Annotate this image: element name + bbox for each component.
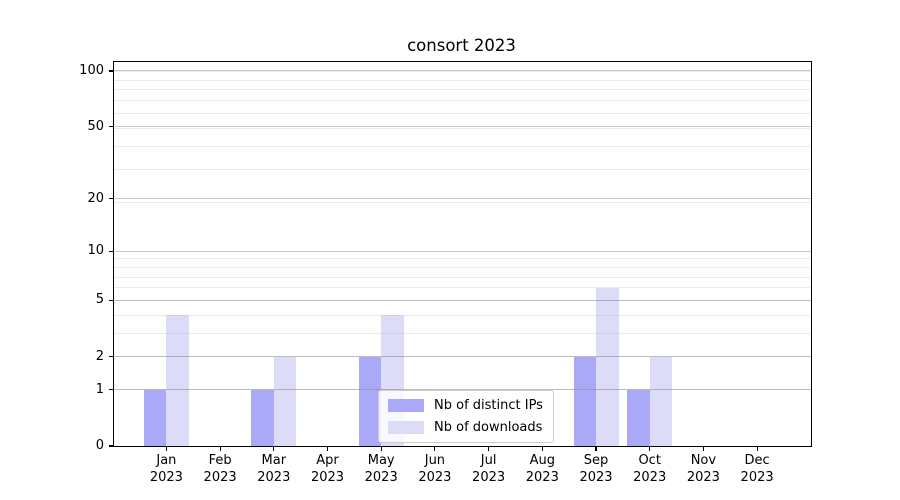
axis-layer: 0 1 2 5 10 20 50 100 Jan 2023 Feb 2023 Mar 2023 Apr 202… [79,62,811,485]
bar-downloads-Oct [649,356,673,446]
x-tick-year-May: 2023 [364,469,398,485]
x-tick-mark-Aug [541,446,543,451]
y-tick-label-10: 10 [87,243,104,259]
x-tick-label-May: May 2023 [349,453,413,486]
bar-distinct-ips-Sep [573,356,596,446]
x-tick-month-Oct: Oct [638,453,661,468]
chart-title: consort 2023 [407,36,516,55]
legend-swatch-downloads [388,421,424,434]
x-tick-month-Apr: Apr [316,453,339,468]
x-tick-year-Jul: 2023 [472,469,506,485]
y-tick-label-50: 50 [87,118,104,134]
y-tick-label-1: 1 [95,381,104,397]
y-tick-mark-2 [109,356,114,358]
x-tick-year-Dec: 2023 [740,469,774,485]
x-tick-mark-Feb [219,446,221,451]
x-tick-month-Nov: Nov [690,453,717,468]
x-tick-mark-Oct [649,446,651,451]
x-tick-month-Sep: Sep [583,453,609,468]
legend-swatch-distinct-ips [388,399,424,412]
x-tick-label-Nov: Nov 2023 [671,453,735,486]
legend-item-downloads: Nb of downloads [388,420,543,435]
x-tick-year-Oct: 2023 [633,469,667,485]
x-tick-mark-Sep [595,446,597,451]
x-tick-label-Dec: Dec 2023 [725,453,789,486]
y-tick-mark-5 [109,299,114,301]
x-tick-label-Sep: Sep 2023 [564,453,628,486]
x-tick-year-Sep: 2023 [579,469,613,485]
plot-area: 0 1 2 5 10 20 50 100 Jan 2023 Feb 2023 Mar 2023 Apr 202… [79,61,812,485]
x-tick-mark-Jun [434,446,436,451]
bar-distinct-ips-Jan [143,389,167,446]
y-tick-label-2: 2 [95,348,104,364]
legend-label-distinct-ips: Nb of distinct IPs [434,398,543,413]
x-tick-month-Aug: Aug [529,453,555,468]
x-tick-month-Jul: Jul [480,453,497,468]
legend-label-downloads: Nb of downloads [434,420,543,435]
x-tick-label-Oct: Oct 2023 [618,453,682,486]
bar-distinct-ips-Mar [251,389,274,446]
x-tick-label-Jun: Jun 2023 [403,453,467,486]
y-tick-mark-50 [109,125,114,128]
x-tick-label-Mar: Mar 2023 [242,453,306,486]
x-tick-label-Apr: Apr 2023 [296,453,360,486]
legend-item-distinct-ips: Nb of distinct IPs [388,398,543,413]
y-tick-mark-0 [109,445,114,447]
x-tick-mark-Apr [326,446,329,451]
y-tick-mark-10 [109,250,114,252]
x-tick-year-Feb: 2023 [203,469,237,485]
bar-downloads-Mar [273,356,297,446]
y-tick-mark-1 [109,389,114,391]
x-tick-year-Apr: 2023 [310,469,345,485]
x-tick-month-Dec: Dec [744,453,770,468]
y-tick-mark-100 [109,70,114,72]
x-tick-label-Jan: Jan 2023 [134,453,198,486]
x-tick-month-May: May [367,453,395,468]
y-tick-label-20: 20 [87,190,104,206]
x-tick-year-Nov: 2023 [686,469,720,485]
x-tick-month-Jun: Jun [424,453,446,468]
x-tick-label-Feb: Feb 2023 [188,453,252,486]
y-tick-label-0: 0 [95,438,104,453]
x-tick-mark-Dec [756,446,758,451]
x-tick-year-Aug: 2023 [525,469,559,485]
bar-distinct-ips-Oct [627,389,650,446]
x-tick-year-Jan: 2023 [149,469,183,485]
y-tick-label-5: 5 [95,292,104,308]
bar-downloads-Sep [596,287,619,446]
x-tick-month-Feb: Feb [208,453,232,468]
y-tick-label-100: 100 [79,62,104,78]
x-tick-year-Mar: 2023 [257,469,291,485]
x-tick-month-Jan: Jan [156,453,177,468]
x-tick-year-Jun: 2023 [418,469,452,485]
x-tick-label-Aug: Aug 2023 [510,453,574,486]
bar-distinct-ips-May [358,356,382,446]
legend: Nb of distinct IPs Nb of downloads [378,390,554,443]
x-tick-mark-May [380,446,382,451]
x-tick-month-Mar: Mar [261,453,287,468]
x-tick-mark-Mar [273,446,275,451]
bar-downloads-Jan [166,315,189,446]
bars-layer [114,62,811,446]
x-tick-label-Jul: Jul 2023 [457,453,521,486]
x-tick-mark-Jan [165,446,167,451]
x-tick-mark-Nov [702,446,704,451]
y-tick-mark-20 [109,198,114,200]
x-tick-mark-Jul [488,446,490,451]
